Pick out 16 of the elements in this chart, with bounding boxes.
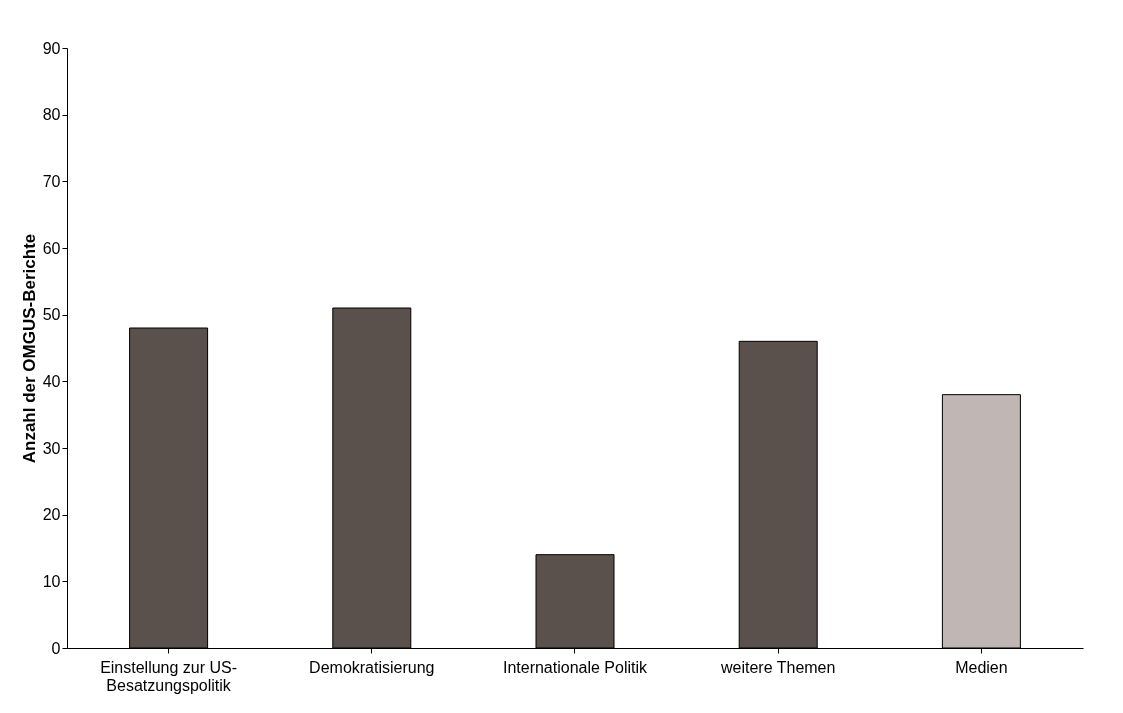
y-axis-title: Anzahl der OMGUS-Berichte: [19, 233, 39, 464]
y-tick-label: 60: [42, 239, 61, 257]
y-tick-label: 80: [42, 106, 61, 124]
y-tick-label: 40: [42, 372, 61, 390]
x-tick-label: Einstellung zur US-Besatzungspolitik: [100, 658, 238, 694]
y-tick-label: 70: [42, 172, 61, 190]
y-tick-label: 90: [42, 39, 61, 57]
y-tick-label: 10: [42, 572, 61, 590]
x-tick-label: Internationale Politik: [502, 658, 649, 676]
x-tick-label: weitere Themen: [719, 658, 836, 676]
y-tick-label: 0: [51, 639, 61, 657]
y-tick-label: 30: [42, 439, 61, 457]
y-tick-label: 20: [42, 506, 61, 524]
x-tick-label: Medien: [955, 658, 1008, 676]
x-tick-label: Demokratisierung: [309, 658, 435, 676]
y-tick-label: 50: [42, 306, 61, 324]
